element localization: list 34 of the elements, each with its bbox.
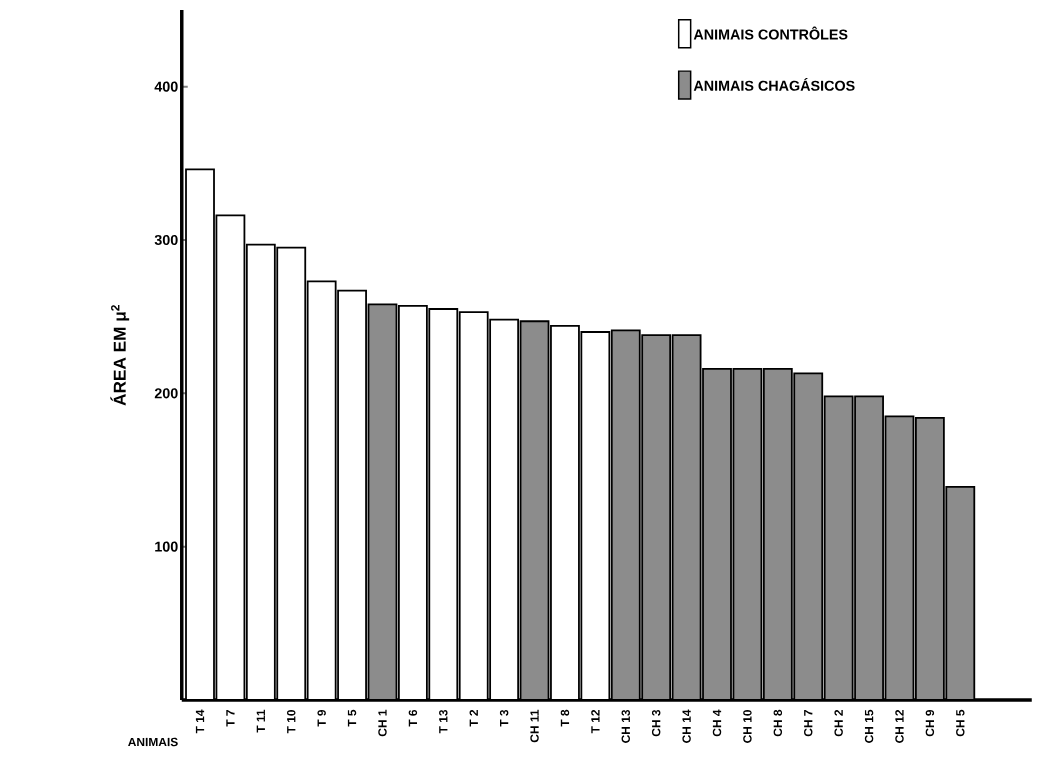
y-tick-label: 100 xyxy=(155,541,178,552)
x-tick-label: T 7 xyxy=(226,710,235,727)
y-tick-label: 200 xyxy=(154,388,178,399)
x-tick-label: CH 4 xyxy=(712,709,722,737)
x-tick-label: CH 9 xyxy=(925,709,935,737)
legend-label: ANIMAIS CONTRÔLES xyxy=(693,26,848,40)
x-tick-label: T 11 xyxy=(256,709,265,733)
x-tick-label: T 14 xyxy=(195,709,205,734)
x-tick-label: T 2 xyxy=(469,709,478,727)
x-tick-label: T 10 xyxy=(287,709,296,734)
x-tick-label: CH 2 xyxy=(834,709,843,737)
y-tick-label: 400 xyxy=(154,81,178,92)
x-tick-label: CH 11 xyxy=(530,709,539,743)
x-tick-label: CH 12 xyxy=(895,709,904,743)
x-tick-label: CH 8 xyxy=(773,709,783,737)
x-tick-label: CH 13 xyxy=(621,709,631,743)
x-tick-label: T 9 xyxy=(317,709,326,727)
x-tick-label: CH 5 xyxy=(956,709,965,737)
x-tick-label: T 12 xyxy=(591,709,600,734)
y-axis-title: ÁREA EM μ$^{2}$ xyxy=(110,305,130,406)
x-tick-label: CH 7 xyxy=(804,710,813,737)
x-tick-label: T 5 xyxy=(347,709,357,727)
x-tick-label: T 8 xyxy=(560,709,570,727)
x-tick-label: T 3 xyxy=(499,709,509,727)
x-tick-label: T 13 xyxy=(439,709,448,734)
y-tick-label: 300 xyxy=(154,234,178,246)
x-tick-label: CH 14 xyxy=(682,709,691,743)
x-tick-label: T 6 xyxy=(408,709,418,727)
x-tick-label: CH 15 xyxy=(864,709,874,743)
x-tick-label: CH 3 xyxy=(651,709,661,737)
x-axis-title: ANIMAIS xyxy=(128,737,178,747)
x-tick-label: CH 1 xyxy=(378,709,387,737)
legend-label: ANIMAIS CHAGÁSICOS xyxy=(693,77,855,91)
x-tick-label: CH 10 xyxy=(743,709,752,743)
